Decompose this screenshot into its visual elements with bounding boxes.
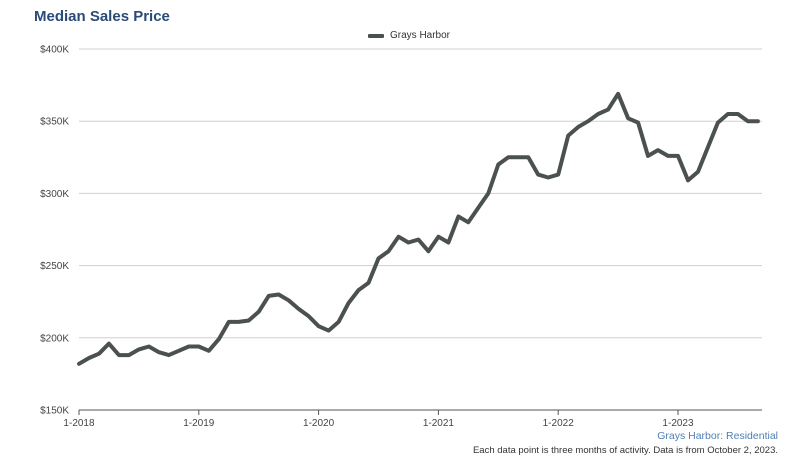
y-tick-label: $350K [40,117,69,128]
chart-title: Median Sales Price [34,8,170,25]
x-tick-label: 1-2022 [543,418,575,429]
legend-swatch [368,33,384,38]
legend-label: Grays Harbor [390,30,451,41]
y-tick-label: $300K [40,189,69,200]
y-tick-label: $250K [40,261,69,272]
x-tick-label: 1-2021 [423,418,455,429]
y-tick-label: $400K [40,45,69,56]
x-tick-label: 1-2019 [183,418,215,429]
data-source-link[interactable]: Grays Harbor: Residential [657,430,778,442]
x-tick-label: 1-2023 [662,418,694,429]
y-tick-label: $200K [40,333,69,344]
footnote: Each data point is three months of activ… [472,445,778,456]
y-tick-label: $150K [40,406,69,417]
x-tick-label: 1-2020 [303,418,335,429]
x-tick-label: 1-2018 [63,418,95,429]
chart-legend[interactable]: Grays Harbor [368,30,450,41]
series-line-grays-harbor [77,91,760,366]
